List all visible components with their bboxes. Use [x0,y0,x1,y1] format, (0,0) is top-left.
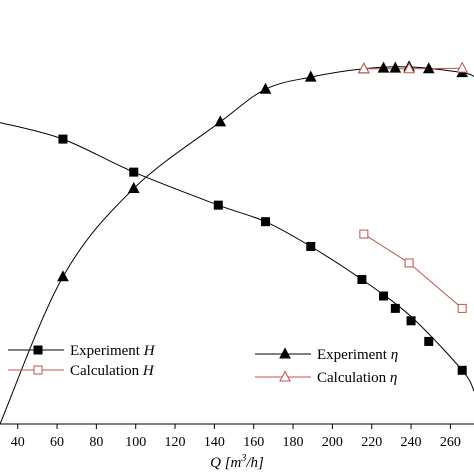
series-line-1 [363,233,463,309]
series-1-point-1 [404,258,414,268]
series-3-point-1 [403,62,415,74]
legend-marker [33,365,43,375]
x-tick-label: 140 [204,435,225,450]
series-0-point-7 [390,303,400,313]
legend-marker [33,345,43,355]
legend-marker [279,370,291,382]
series-3-point-0 [358,62,370,74]
series-1-point-0 [359,229,369,239]
x-tick-label: 220 [361,435,382,450]
series-2-point-6 [377,61,390,73]
x-tick-label: 260 [440,435,461,450]
x-ticks: 40 60 80 100 120 140 160 180 200 220 240 260 [11,424,461,450]
series-2-point-1 [127,181,140,193]
x-tick-label: 120 [165,435,186,450]
x-tick-label: 180 [283,435,304,450]
legend-entry-3: Calculation η [255,370,397,386]
x-tick-label: 240 [401,435,422,450]
series-0-point-6 [379,291,389,301]
legend-label: Calculation H [70,363,155,379]
x-tick-label: 60 [50,435,64,450]
x-tick-label: 200 [322,435,343,450]
series-0-point-1 [129,167,139,177]
legend-symbol: H [143,343,156,359]
legend-label: Experiment η [317,347,398,363]
x-tick-label: 40 [11,435,25,450]
series-0-point-0 [58,134,68,144]
markers-layer [57,60,469,375]
series-line-0 [0,122,474,392]
series-2-point-7 [389,61,402,73]
series-0-point-2 [213,200,223,210]
legend-label: Calculation η [317,370,397,386]
legend-label: Experiment H [70,343,156,359]
series-2-point-4 [304,70,317,82]
series-0-point-4 [306,241,316,251]
legend-symbol: η [391,347,398,363]
x-axis-label: Q [m3/h] [210,453,264,471]
series-1-point-2 [457,303,467,313]
series-2-point-2 [214,115,227,127]
legend: Experiment H Calculation H Experiment η Cal… [8,343,398,386]
legend-symbol: η [390,370,397,386]
legend-symbol: H [142,363,155,379]
legend-entry-2: Experiment η [255,347,398,363]
series-2-point-3 [259,82,272,94]
legend-entry-1: Calculation H [8,363,155,379]
legend-entry-0: Experiment H [8,343,156,359]
series-0-point-5 [357,274,367,284]
series-0-point-10 [457,365,467,375]
series-2-point-9 [422,62,435,74]
x-tick-label: 100 [125,435,146,450]
series-0-point-9 [424,336,434,346]
x-tick-label: 160 [243,435,264,450]
x-tick-label: 80 [89,435,103,450]
series-0-point-8 [406,316,416,326]
series-2-point-0 [57,270,69,282]
legend-marker [279,347,291,359]
series-0-point-3 [261,217,271,227]
series-3-point-2 [456,61,469,73]
